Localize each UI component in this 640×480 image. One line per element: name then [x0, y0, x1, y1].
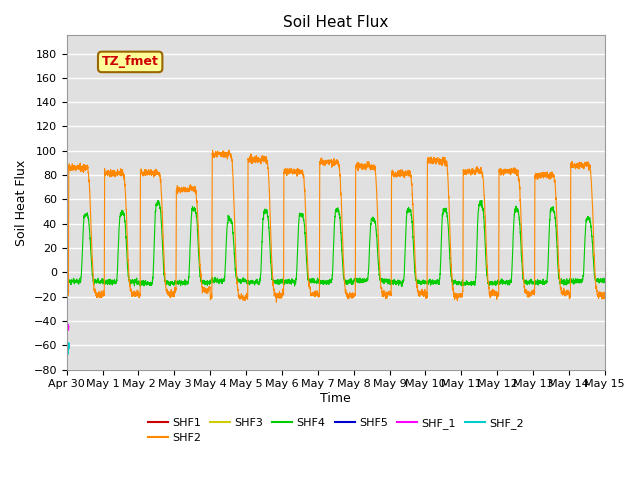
SHF2	[488, 288, 495, 294]
SHF2	[225, 147, 233, 153]
SHF4	[289, 279, 297, 285]
SHF2	[289, 170, 297, 176]
Legend: SHF1, SHF2, SHF3, SHF4, SHF5, SHF_1, SHF_2: SHF1, SHF2, SHF3, SHF4, SHF5, SHF_1, SHF…	[143, 413, 528, 448]
SHF2	[273, 300, 280, 305]
SHF4	[467, 281, 474, 287]
SHF4	[398, 283, 406, 289]
Line: SHF4: SHF4	[67, 201, 605, 286]
Line: SHF5: SHF5	[67, 288, 68, 292]
SHF1	[63, 285, 70, 291]
SHF_2	[63, 353, 70, 359]
Line: SHF_2: SHF_2	[67, 343, 69, 359]
SHF_1	[63, 319, 70, 324]
SHF4	[488, 280, 495, 286]
SHF4	[493, 281, 500, 287]
Title: Soil Heat Flux: Soil Heat Flux	[283, 15, 388, 30]
SHF4	[275, 281, 282, 287]
SHF2	[275, 291, 282, 297]
SHF2	[508, 169, 515, 175]
SHF4	[508, 279, 515, 285]
SHF2	[493, 291, 500, 297]
SHF2	[63, 292, 70, 298]
Line: SHF3: SHF3	[67, 285, 68, 288]
SHF4	[478, 198, 486, 204]
Line: SHF1: SHF1	[67, 286, 68, 290]
SHF3	[63, 283, 70, 288]
SHF4	[601, 279, 609, 285]
X-axis label: Time: Time	[321, 392, 351, 405]
Line: SHF_1: SHF_1	[67, 322, 68, 334]
SHF2	[467, 168, 474, 173]
SHF2	[601, 295, 609, 300]
SHF5	[63, 288, 70, 294]
Text: TZ_fmet: TZ_fmet	[102, 55, 159, 69]
Y-axis label: Soil Heat Flux: Soil Heat Flux	[15, 159, 28, 246]
SHF4	[63, 280, 70, 286]
Line: SHF2: SHF2	[67, 150, 605, 302]
